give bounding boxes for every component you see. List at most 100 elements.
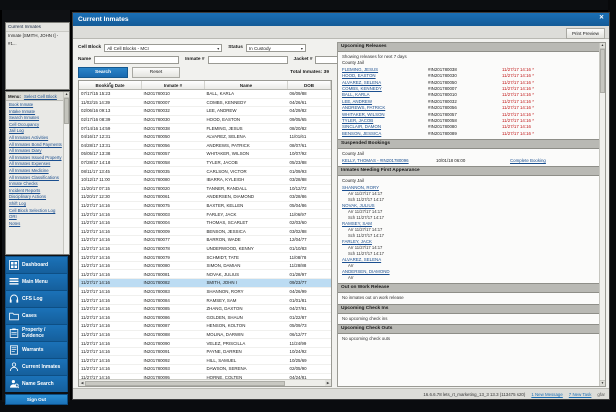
table-row[interactable]: 07/14/16 14:59 IN201780038 FLEMING, JESUS 0… [79,123,331,133]
suspended-booking-name[interactable]: KELLY, THOMAS - #IN201780096 [342,157,409,163]
table-row[interactable]: 04/28/17 13:31 IN201780056 ANDREWS, PATRIC… [79,141,331,151]
scroll-down-icon[interactable]: ▼ [600,380,605,386]
table-row[interactable]: 11/27/17 14:16 IN201780085 ZHANG, DAXTON 04… [79,304,331,314]
menu-item-inmate-checks[interactable]: Inmate Checks [9,181,38,187]
first-appearance-inmate-link[interactable]: ANDERSEN, DIAMOND [342,268,390,274]
menu-scroll-thumb[interactable] [64,98,69,124]
menu-item-search-inmates[interactable]: Search Inmates [9,115,40,121]
nav-button-dashboard[interactable]: Dashboard [5,256,68,273]
release-inmate-link[interactable]: FLEMING, JESUS [342,66,379,72]
release-inmate-link[interactable]: BALL, KARLA [342,92,370,98]
menu-item-jail-log[interactable]: Jail Log [9,128,24,134]
table-row[interactable]: 11/27/17 14:16 IN201780092 HILL, SAMUEL 10/… [79,355,331,365]
cell-block-select[interactable]: All Cell Blocks - MCI ▾ [104,43,223,52]
table-row[interactable]: 11/27/17 14:16 IN201780003 FARLEY, JACK 11/… [79,209,331,219]
nav-button-cfs-log[interactable]: CFS Log [5,290,68,307]
release-inmate-link[interactable]: LEE, ANDREW [342,98,373,104]
menu-item-intake-inmate[interactable]: Intake Inmate [9,108,36,114]
table-row[interactable]: 11/02/15 14:39 IN201780007 COMBS, KENNEDY 0… [79,98,331,108]
release-inmate-link[interactable]: SINCLAIR, DAMON [342,124,382,130]
release-inmate-link[interactable]: HOOD, EASTON [342,73,376,79]
column-header-name[interactable]: Name [204,81,288,90]
inmate-number-input[interactable] [207,55,288,64]
nav-button-property-evidence[interactable]: Property / Evidence [5,324,68,341]
nav-button-cases[interactable]: Cases [5,307,68,324]
chevron-down-icon[interactable]: ▾ [300,46,303,51]
table-row[interactable]: 08/11/17 13:45 IN201780035 CARLSON, VICTOR… [79,166,331,176]
menu-item-incident-reports[interactable]: Incident Reports [9,187,41,193]
table-row[interactable]: 11/27/17 14:16 IN201780090 VELEZ, PRISCILL… [79,338,331,348]
select-cell-block-link[interactable]: Select Cell Block [23,93,57,99]
table-row[interactable]: 11/27/17 14:16 IN201780080 SIMON, DAMIAN 11… [79,261,331,271]
table-row[interactable]: 02/17/16 08:39 IN201780030 HOOD, EASTON 09/… [79,115,331,125]
release-inmate-link[interactable]: BENSON, JESSICA [342,130,382,136]
search-button[interactable]: Search [78,66,128,78]
chevron-down-icon[interactable]: ▾ [217,46,220,51]
first-appearance-inmate-link[interactable]: FARLEY, JACK [342,238,372,244]
reset-button[interactable]: Reset [132,66,180,78]
table-row[interactable]: 11/20/17 07:15 IN201780020 TANNER, RANDALL… [79,184,331,194]
column-header-location[interactable]: Location [330,81,331,90]
print-preview-button[interactable]: Print Preview [565,27,605,39]
menu-item-all-inmates-activities[interactable]: All Inmates Activities [9,134,49,140]
column-header-inmate-number[interactable]: Inmate # [141,81,205,90]
complete-booking-link[interactable]: Complete Booking [510,157,546,163]
alerts-scrollbar[interactable]: ▲ ▼ [599,43,605,386]
menu-item-cell-block-selection-log[interactable]: Cell Block Selection Log [9,207,56,213]
scroll-up-icon[interactable]: ▲ [600,43,605,49]
grid-horizontal-scrollbar[interactable]: ◀ ▶ [79,379,331,386]
scroll-up-icon[interactable]: ▲ [64,92,69,98]
table-row[interactable]: 11/27/17 14:16 IN201780079 SCHMIDT, TATE 11… [79,252,331,262]
table-row[interactable]: 02/06/16 09:13 IN201780032 LEE, ANDREW 04/2… [79,106,331,116]
menu-item-all-inmates-diary[interactable]: All Inmates Diary [9,148,42,154]
table-row[interactable]: 11/20/17 12:30 IN201780061 ANDERSEN, DIAMO… [79,192,331,202]
table-row[interactable]: 11/27/17 14:16 IN201780009 BENSON, JESSICA… [79,227,331,237]
menu-item-all-inmates-expenses[interactable]: All Inmates Expenses [9,161,51,167]
first-appearance-inmate-link[interactable]: SHANNON, RORY [342,184,380,190]
name-input[interactable] [94,55,180,64]
table-row[interactable]: 11/27/17 14:16 IN201780093 DAWSON, SERENA 0… [79,364,331,374]
nav-button-main-menu[interactable]: Main Menu [5,273,68,290]
column-header-booking-date[interactable]: ▲ Booking Date [79,81,142,90]
context-panel-item[interactable]: Inmate [SMITH, JOHN I] - #1... [8,33,59,46]
table-row[interactable]: 11/27/17 14:16 IN201780083 SHANNON, RORY 04… [79,287,331,297]
menu-item-shift-log[interactable]: Shift Log [9,200,26,206]
nav-button-current-inmates[interactable]: Current Inmates [5,358,68,375]
column-header-dob[interactable]: DOB [287,81,331,90]
release-inmate-link[interactable]: ANDREWS, PATRICK [342,105,386,111]
menu-item-cell-occupancy[interactable]: Cell Occupancy [9,121,40,127]
new-task-link[interactable]: 7 New Task [568,391,592,397]
table-row[interactable]: 10/12/17 11:00 IN201780080 IBARRA, KYLEIGH… [79,175,331,185]
menu-item-all-inmates-medicine[interactable]: All Inmates Medicine [9,167,49,173]
scroll-right-icon[interactable]: ▶ [325,380,331,386]
sign-out-button[interactable]: Sign Out [5,394,68,405]
table-row[interactable]: 04/16/17 12:31 IN201780050 ALVAREZ, SELENA… [79,132,331,142]
menu-scrollbar[interactable]: ▲ [63,92,69,254]
table-row[interactable]: 11/27/17 14:16 IN201780087 HENSON, KOLTON 0… [79,321,331,331]
nav-button-name-search[interactable]: Name Search [5,375,68,392]
first-appearance-inmate-link[interactable]: ALVAREZ, SELENA [342,256,382,262]
release-inmate-link[interactable]: WHITAKER, WILSON [342,111,385,117]
menu-item-all-inmates-issued-property[interactable]: All Inmates Issued Property [9,154,62,160]
table-row[interactable]: 11/27/17 14:16 IN201780091 PAYNE, DARREN 10… [79,347,331,357]
menu-item-all-inmates-bond-payments[interactable]: All Inmates Bond Payments [9,141,62,147]
menu-item-disciplinary-actions[interactable]: Disciplinary Actions [9,194,47,200]
table-row[interactable]: 11/27/17 14:16 IN201780081 NOVAK, JULIUS 01… [79,269,331,280]
grid-scroll-thumb[interactable] [85,380,285,386]
alerts-scroll-thumb[interactable] [600,49,605,93]
menu-item-ori[interactable]: ORI [9,214,17,220]
table-row[interactable]: 11/27/17 14:16 IN201780082 SMITH, JOHN I 09… [79,278,331,288]
table-row[interactable]: 07/28/17 14:18 IN201780058 TYLER, JACOB 05/… [79,158,331,168]
close-icon[interactable]: ✕ [598,15,605,21]
table-row[interactable]: 05/05/17 13:38 IN201780057 WHITAKER, WILSO… [79,149,331,159]
table-row[interactable]: 11/27/17 14:16 IN201780075 BAXTER, KELLEN 0… [79,201,331,211]
menu-item-notes[interactable]: Notes [9,220,21,226]
table-row[interactable]: 11/27/17 14:16 IN201780086 GOLDEN, SHAUN 01… [79,312,331,323]
release-inmate-link[interactable]: TYLER, JACOB [342,118,374,124]
new-message-link[interactable]: 1 New Message [531,391,563,397]
status-select[interactable]: In Custody ▾ [245,43,306,52]
table-row[interactable]: 11/27/17 14:16 IN201780078 UNDERWOOD, KENN… [79,244,331,254]
scroll-left-icon[interactable]: ◀ [79,380,85,386]
table-row[interactable]: 11/27/17 14:16 IN201780088 MOLINA, DARWIN 0… [79,330,331,340]
release-inmate-link[interactable]: COMBS, KENNEDY [342,86,382,92]
